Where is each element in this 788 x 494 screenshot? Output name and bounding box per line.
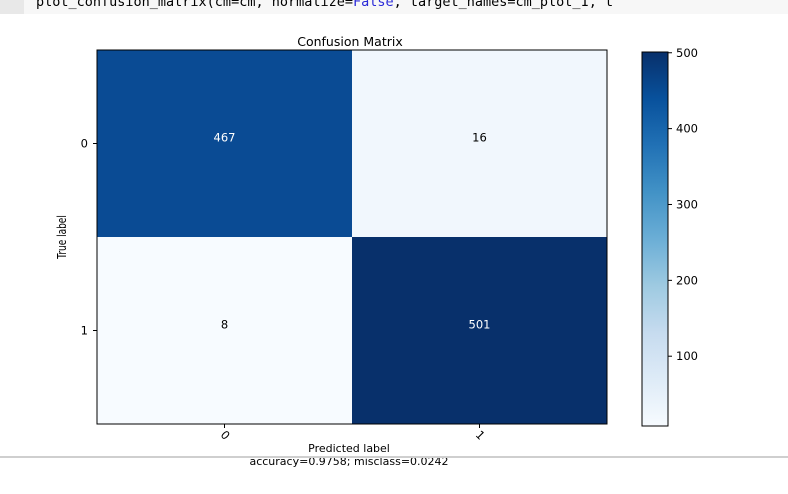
y-tick-label: 1 (81, 324, 88, 338)
cell-value-0-1: 16 (472, 131, 487, 145)
code-text-pre: plot_confusion_matrix(cm=cm, normalize= (36, 0, 353, 10)
chart-title: Confusion Matrix (297, 34, 403, 49)
code-cell: plot_confusion_matrix(cm=cm, normalize=F… (0, 0, 788, 14)
x-axis-sublabel: accuracy=0.9758; misclass=0.0242 (249, 455, 448, 468)
cell-value-0-0: 467 (214, 131, 236, 145)
matrix-cell-1-0 (97, 237, 352, 424)
matrix-cell-0-0 (97, 50, 352, 237)
colorbar-tick-label: 100 (676, 349, 698, 363)
y-axis-ticks: 01 (81, 137, 97, 338)
code-text-post: , target_names=cm_plot_1, t (393, 0, 614, 10)
y-axis-label: True label (56, 215, 70, 260)
matrix-cell-1-1 (352, 237, 607, 424)
cell-value-labels: 467 16 8 501 (214, 131, 491, 332)
colorbar (641, 51, 669, 427)
matrix-cell-0-1 (352, 50, 607, 237)
x-axis-label: Predicted label (308, 442, 390, 455)
code-line: plot_confusion_matrix(cm=cm, normalize=F… (36, 0, 613, 10)
colorbar-tick-label: 300 (676, 197, 698, 211)
colorbar-tick-label: 200 (676, 273, 698, 287)
matrix-cells (97, 50, 607, 424)
x-tick-label: 0 (218, 428, 233, 443)
code-keyword: False (352, 0, 394, 10)
y-tick-label: 0 (81, 137, 88, 151)
colorbar-tick-label: 500 (676, 46, 698, 60)
plot-frame (96, 49, 608, 425)
cell-value-1-1: 501 (469, 318, 491, 332)
cell-output-divider (0, 456, 788, 458)
cell-value-1-0: 8 (221, 318, 228, 332)
code-gutter (0, 0, 24, 14)
x-tick-label: 1 (473, 428, 488, 443)
colorbar-ticks: 100 200 300 400 500 (668, 46, 698, 363)
colorbar-tick-label: 400 (676, 122, 698, 136)
